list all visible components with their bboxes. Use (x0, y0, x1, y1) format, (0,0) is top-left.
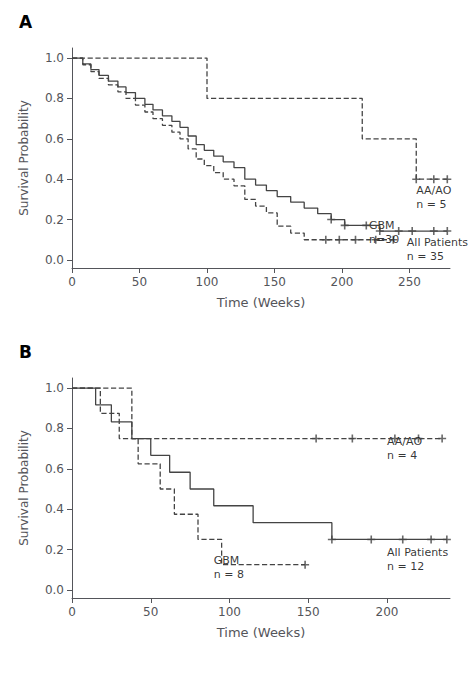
svg-text:0.2: 0.2 (45, 213, 64, 227)
svg-text:n = 12: n = 12 (387, 560, 424, 573)
svg-text:GBM: GBM (369, 219, 395, 233)
svg-text:0.6: 0.6 (45, 462, 64, 476)
svg-text:250: 250 (398, 275, 421, 289)
svg-text:A: A (19, 12, 33, 32)
svg-text:n = 35: n = 35 (407, 250, 444, 263)
svg-text:200: 200 (331, 275, 354, 289)
svg-text:AA/AO: AA/AO (387, 435, 422, 448)
svg-text:0.4: 0.4 (45, 502, 64, 516)
svg-text:0.2: 0.2 (45, 543, 64, 557)
svg-text:200: 200 (376, 605, 399, 619)
svg-text:150: 150 (297, 605, 320, 619)
svg-text:0.0: 0.0 (45, 253, 64, 267)
svg-text:AA/AO: AA/AO (416, 184, 451, 197)
svg-text:All Patients: All Patients (387, 546, 448, 559)
svg-text:0: 0 (68, 275, 76, 289)
svg-text:100: 100 (218, 605, 241, 619)
svg-text:1.0: 1.0 (45, 381, 64, 395)
svg-text:GBM: GBM (214, 554, 240, 567)
svg-text:50: 50 (132, 275, 147, 289)
svg-text:50: 50 (143, 605, 158, 619)
svg-text:0.4: 0.4 (45, 172, 64, 186)
svg-text:All Patients: All Patients (407, 236, 468, 249)
svg-text:150: 150 (263, 275, 286, 289)
svg-text:n=30: n=30 (369, 233, 400, 247)
svg-text:0.8: 0.8 (45, 421, 64, 435)
svg-text:100: 100 (196, 275, 219, 289)
svg-text:0: 0 (68, 605, 76, 619)
svg-text:Survival Probability: Survival Probability (17, 100, 31, 216)
svg-text:B: B (19, 342, 32, 362)
svg-text:Survival Probability: Survival Probability (17, 430, 31, 546)
svg-text:Time (Weeks): Time (Weeks) (216, 295, 305, 310)
svg-text:n = 8: n = 8 (214, 568, 244, 581)
svg-text:n = 5: n = 5 (416, 198, 446, 211)
svg-text:0.6: 0.6 (45, 132, 64, 146)
svg-text:n = 4: n = 4 (387, 449, 417, 462)
svg-text:0.8: 0.8 (45, 91, 64, 105)
svg-text:0.0: 0.0 (45, 583, 64, 597)
svg-text:Time (Weeks): Time (Weeks) (216, 625, 305, 640)
svg-text:1.0: 1.0 (45, 51, 64, 65)
